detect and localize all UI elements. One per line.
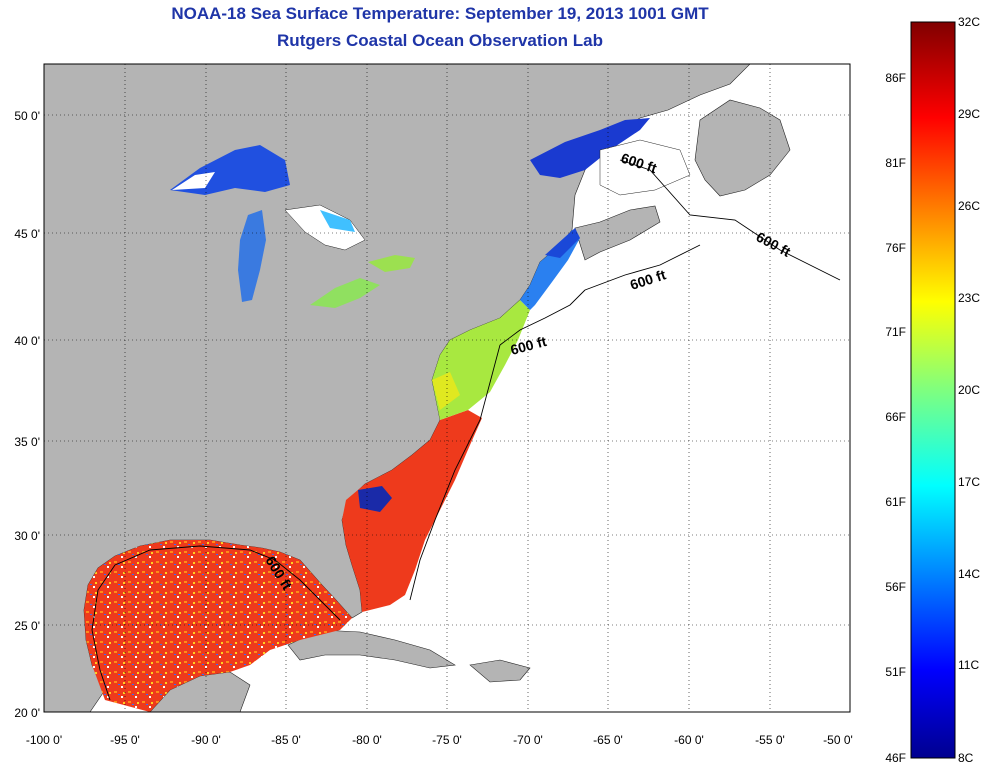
x-tick-label: -65 0': [593, 733, 623, 747]
y-tick-label: 45 0': [14, 227, 40, 241]
colorbar-label-c: 17C: [958, 475, 980, 489]
x-tick-label: -55 0': [755, 733, 785, 747]
x-tick-label: -60 0': [674, 733, 704, 747]
colorbar-celsius-labels: 32C 29C 26C 23C 20C 17C 14C 11C 8C: [958, 15, 980, 765]
grid-lines: [44, 64, 850, 712]
colorbar-fahrenheit-labels: 86F 81F 76F 71F 66F 61F 56F 51F 46F: [885, 71, 906, 765]
colorbar-label-f: 86F: [885, 71, 906, 85]
plot-frame: [43, 63, 851, 713]
colorbar-label-f: 51F: [885, 665, 906, 679]
land-nova-scotia: [574, 205, 661, 261]
colorbar-label-c: 29C: [958, 107, 980, 121]
colorbar-label-f: 71F: [885, 325, 906, 339]
colorbar: [910, 21, 956, 759]
y-tick-label: 20 0': [14, 706, 40, 720]
y-tick-label: 30 0': [14, 529, 40, 543]
lake-ontario: [368, 255, 415, 272]
lake-erie: [310, 278, 380, 308]
st-lawrence-river: [530, 118, 650, 178]
y-tick-label: 25 0': [14, 619, 40, 633]
colorbar-label-c: 20C: [958, 383, 980, 397]
colorbar-label-f: 56F: [885, 580, 906, 594]
colorbar-label-c: 23C: [958, 291, 980, 305]
land-newfoundland: [694, 99, 791, 197]
colorbar-label-f: 61F: [885, 495, 906, 509]
sst-gulf-of-mexico: [84, 540, 352, 712]
x-tick-label: -85 0': [271, 733, 301, 747]
x-axis: -100 0' -95 0' -90 0' -85 0' -80 0' -75 …: [26, 733, 853, 747]
y-tick-label: 40 0': [14, 334, 40, 348]
land-cuba: [287, 629, 456, 669]
colorbar-label-f: 81F: [885, 156, 906, 170]
colorbar-label-c: 11C: [958, 658, 979, 672]
land-hispaniola: [469, 659, 531, 683]
colorbar-label-f: 46F: [885, 751, 906, 765]
colorbar-label-f: 66F: [885, 410, 906, 424]
x-tick-label: -80 0': [352, 733, 382, 747]
colorbar-label-c: 8C: [958, 751, 974, 765]
x-tick-label: -75 0': [432, 733, 462, 747]
map-title: NOAA-18 Sea Surface Temperature: Septemb…: [171, 4, 709, 23]
y-tick-label: 50 0': [14, 109, 40, 123]
y-axis: 20 0' 25 0' 30 0' 35 0' 40 0' 45 0' 50 0…: [14, 109, 40, 720]
depth-contour-600ft: [91, 159, 841, 701]
x-tick-label: -50 0': [823, 733, 853, 747]
x-tick-label: -70 0': [513, 733, 543, 747]
y-tick-label: 35 0': [14, 435, 40, 449]
map-subtitle: Rutgers Coastal Ocean Observation Lab: [277, 31, 603, 50]
colorbar-label-c: 14C: [958, 567, 980, 581]
colorbar-label-f: 76F: [885, 241, 906, 255]
sst-cold-eddy: [358, 486, 392, 512]
colorbar-label-c: 32C: [958, 15, 980, 29]
colorbar-label-c: 26C: [958, 199, 980, 213]
lake-huron: [284, 204, 366, 251]
x-tick-label: -100 0': [26, 733, 62, 747]
x-tick-label: -90 0': [191, 733, 221, 747]
x-tick-label: -95 0': [110, 733, 140, 747]
